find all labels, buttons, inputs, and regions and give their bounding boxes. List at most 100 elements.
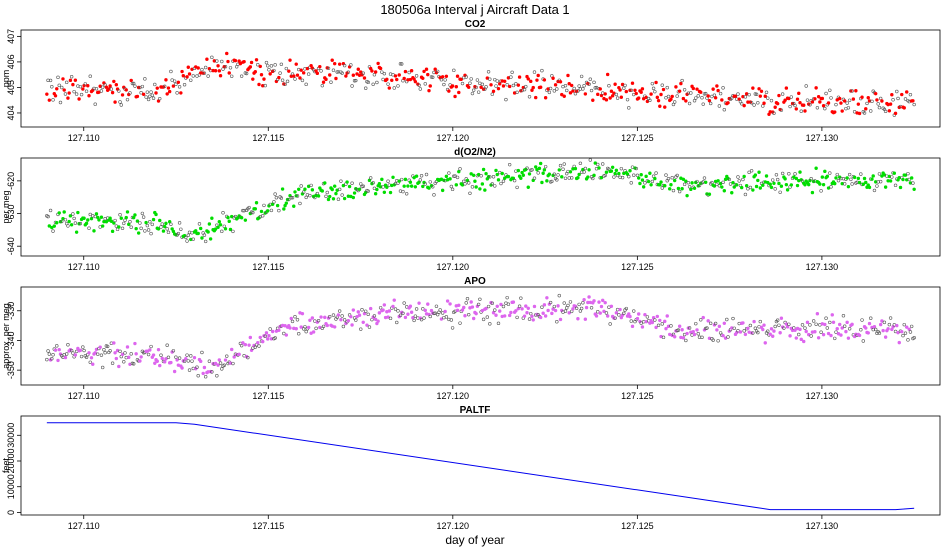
data-point bbox=[309, 183, 313, 188]
data-point bbox=[333, 61, 337, 66]
data-point bbox=[742, 174, 746, 179]
data-point bbox=[47, 352, 52, 356]
data-point bbox=[316, 194, 321, 198]
data-point bbox=[179, 91, 183, 95]
data-point bbox=[895, 89, 899, 94]
data-point bbox=[716, 179, 720, 183]
data-point bbox=[772, 181, 776, 185]
data-point bbox=[323, 181, 327, 185]
data-point bbox=[674, 85, 678, 89]
data-point bbox=[741, 177, 745, 182]
data-point bbox=[69, 223, 74, 227]
data-point bbox=[597, 166, 601, 170]
data-point bbox=[756, 101, 760, 105]
data-point bbox=[269, 64, 274, 68]
data-point bbox=[516, 168, 521, 173]
data-point bbox=[468, 81, 472, 85]
data-point bbox=[821, 332, 826, 337]
data-point bbox=[743, 332, 748, 337]
data-point bbox=[503, 314, 507, 318]
data-point bbox=[828, 88, 832, 92]
data-point bbox=[253, 207, 257, 211]
y-axis-label: ppm bbox=[1, 70, 11, 88]
data-point bbox=[373, 191, 378, 196]
data-point bbox=[46, 214, 50, 219]
data-point bbox=[820, 96, 825, 101]
data-point bbox=[748, 185, 753, 190]
data-point bbox=[730, 191, 734, 195]
data-point bbox=[444, 174, 449, 179]
data-point bbox=[74, 92, 79, 96]
data-point bbox=[870, 177, 874, 181]
data-point bbox=[515, 185, 519, 190]
data-point bbox=[196, 66, 200, 70]
data-point bbox=[408, 180, 413, 184]
data-point bbox=[749, 101, 754, 105]
data-point bbox=[655, 314, 660, 319]
data-point bbox=[62, 88, 66, 92]
data-point bbox=[496, 86, 501, 91]
data-point bbox=[542, 303, 547, 307]
data-point bbox=[125, 345, 130, 349]
data-point bbox=[525, 166, 529, 170]
data-point bbox=[249, 60, 254, 65]
data-point bbox=[877, 105, 882, 110]
data-point bbox=[787, 96, 791, 101]
data-point bbox=[100, 365, 105, 370]
data-point bbox=[748, 323, 753, 328]
data-point bbox=[462, 305, 466, 310]
data-point bbox=[640, 325, 645, 329]
data-point bbox=[614, 311, 619, 315]
data-point bbox=[220, 229, 224, 234]
data-point bbox=[227, 71, 231, 75]
data-point bbox=[156, 347, 161, 352]
data-point bbox=[301, 71, 306, 75]
data-point bbox=[700, 96, 704, 100]
data-point bbox=[722, 321, 727, 325]
data-point bbox=[133, 213, 137, 217]
data-point bbox=[903, 331, 908, 335]
data-point bbox=[419, 174, 424, 178]
data-point bbox=[829, 333, 833, 338]
data-point bbox=[393, 307, 398, 311]
data-point bbox=[481, 167, 486, 172]
data-point bbox=[400, 62, 404, 66]
data-point bbox=[831, 320, 836, 324]
data-point bbox=[202, 233, 207, 237]
data-point bbox=[60, 85, 64, 90]
data-point bbox=[568, 300, 573, 304]
data-point bbox=[882, 320, 887, 325]
data-point bbox=[480, 82, 485, 87]
data-point bbox=[655, 95, 660, 100]
data-point bbox=[891, 98, 895, 102]
data-point bbox=[504, 97, 508, 102]
data-point bbox=[699, 90, 703, 94]
data-point bbox=[228, 66, 233, 70]
data-point bbox=[856, 176, 861, 181]
data-point bbox=[295, 318, 300, 322]
data-point bbox=[387, 309, 391, 313]
data-point bbox=[761, 183, 765, 187]
data-point bbox=[55, 87, 59, 91]
data-point bbox=[794, 336, 798, 340]
data-point bbox=[494, 313, 498, 317]
data-point bbox=[196, 231, 200, 236]
data-point bbox=[515, 90, 519, 95]
data-point bbox=[403, 177, 408, 182]
data-point bbox=[830, 313, 834, 317]
data-point bbox=[656, 323, 661, 327]
data-point bbox=[641, 185, 646, 189]
data-point bbox=[664, 326, 668, 331]
data-point bbox=[565, 88, 569, 93]
data-point bbox=[138, 359, 142, 363]
data-point bbox=[257, 344, 261, 348]
data-point bbox=[48, 78, 53, 83]
data-point bbox=[293, 190, 297, 194]
data-point bbox=[820, 175, 825, 179]
data-point bbox=[649, 183, 653, 187]
data-point bbox=[779, 316, 784, 320]
data-point bbox=[840, 109, 844, 113]
data-point bbox=[912, 336, 916, 340]
data-point bbox=[846, 184, 851, 189]
data-point bbox=[326, 66, 331, 71]
